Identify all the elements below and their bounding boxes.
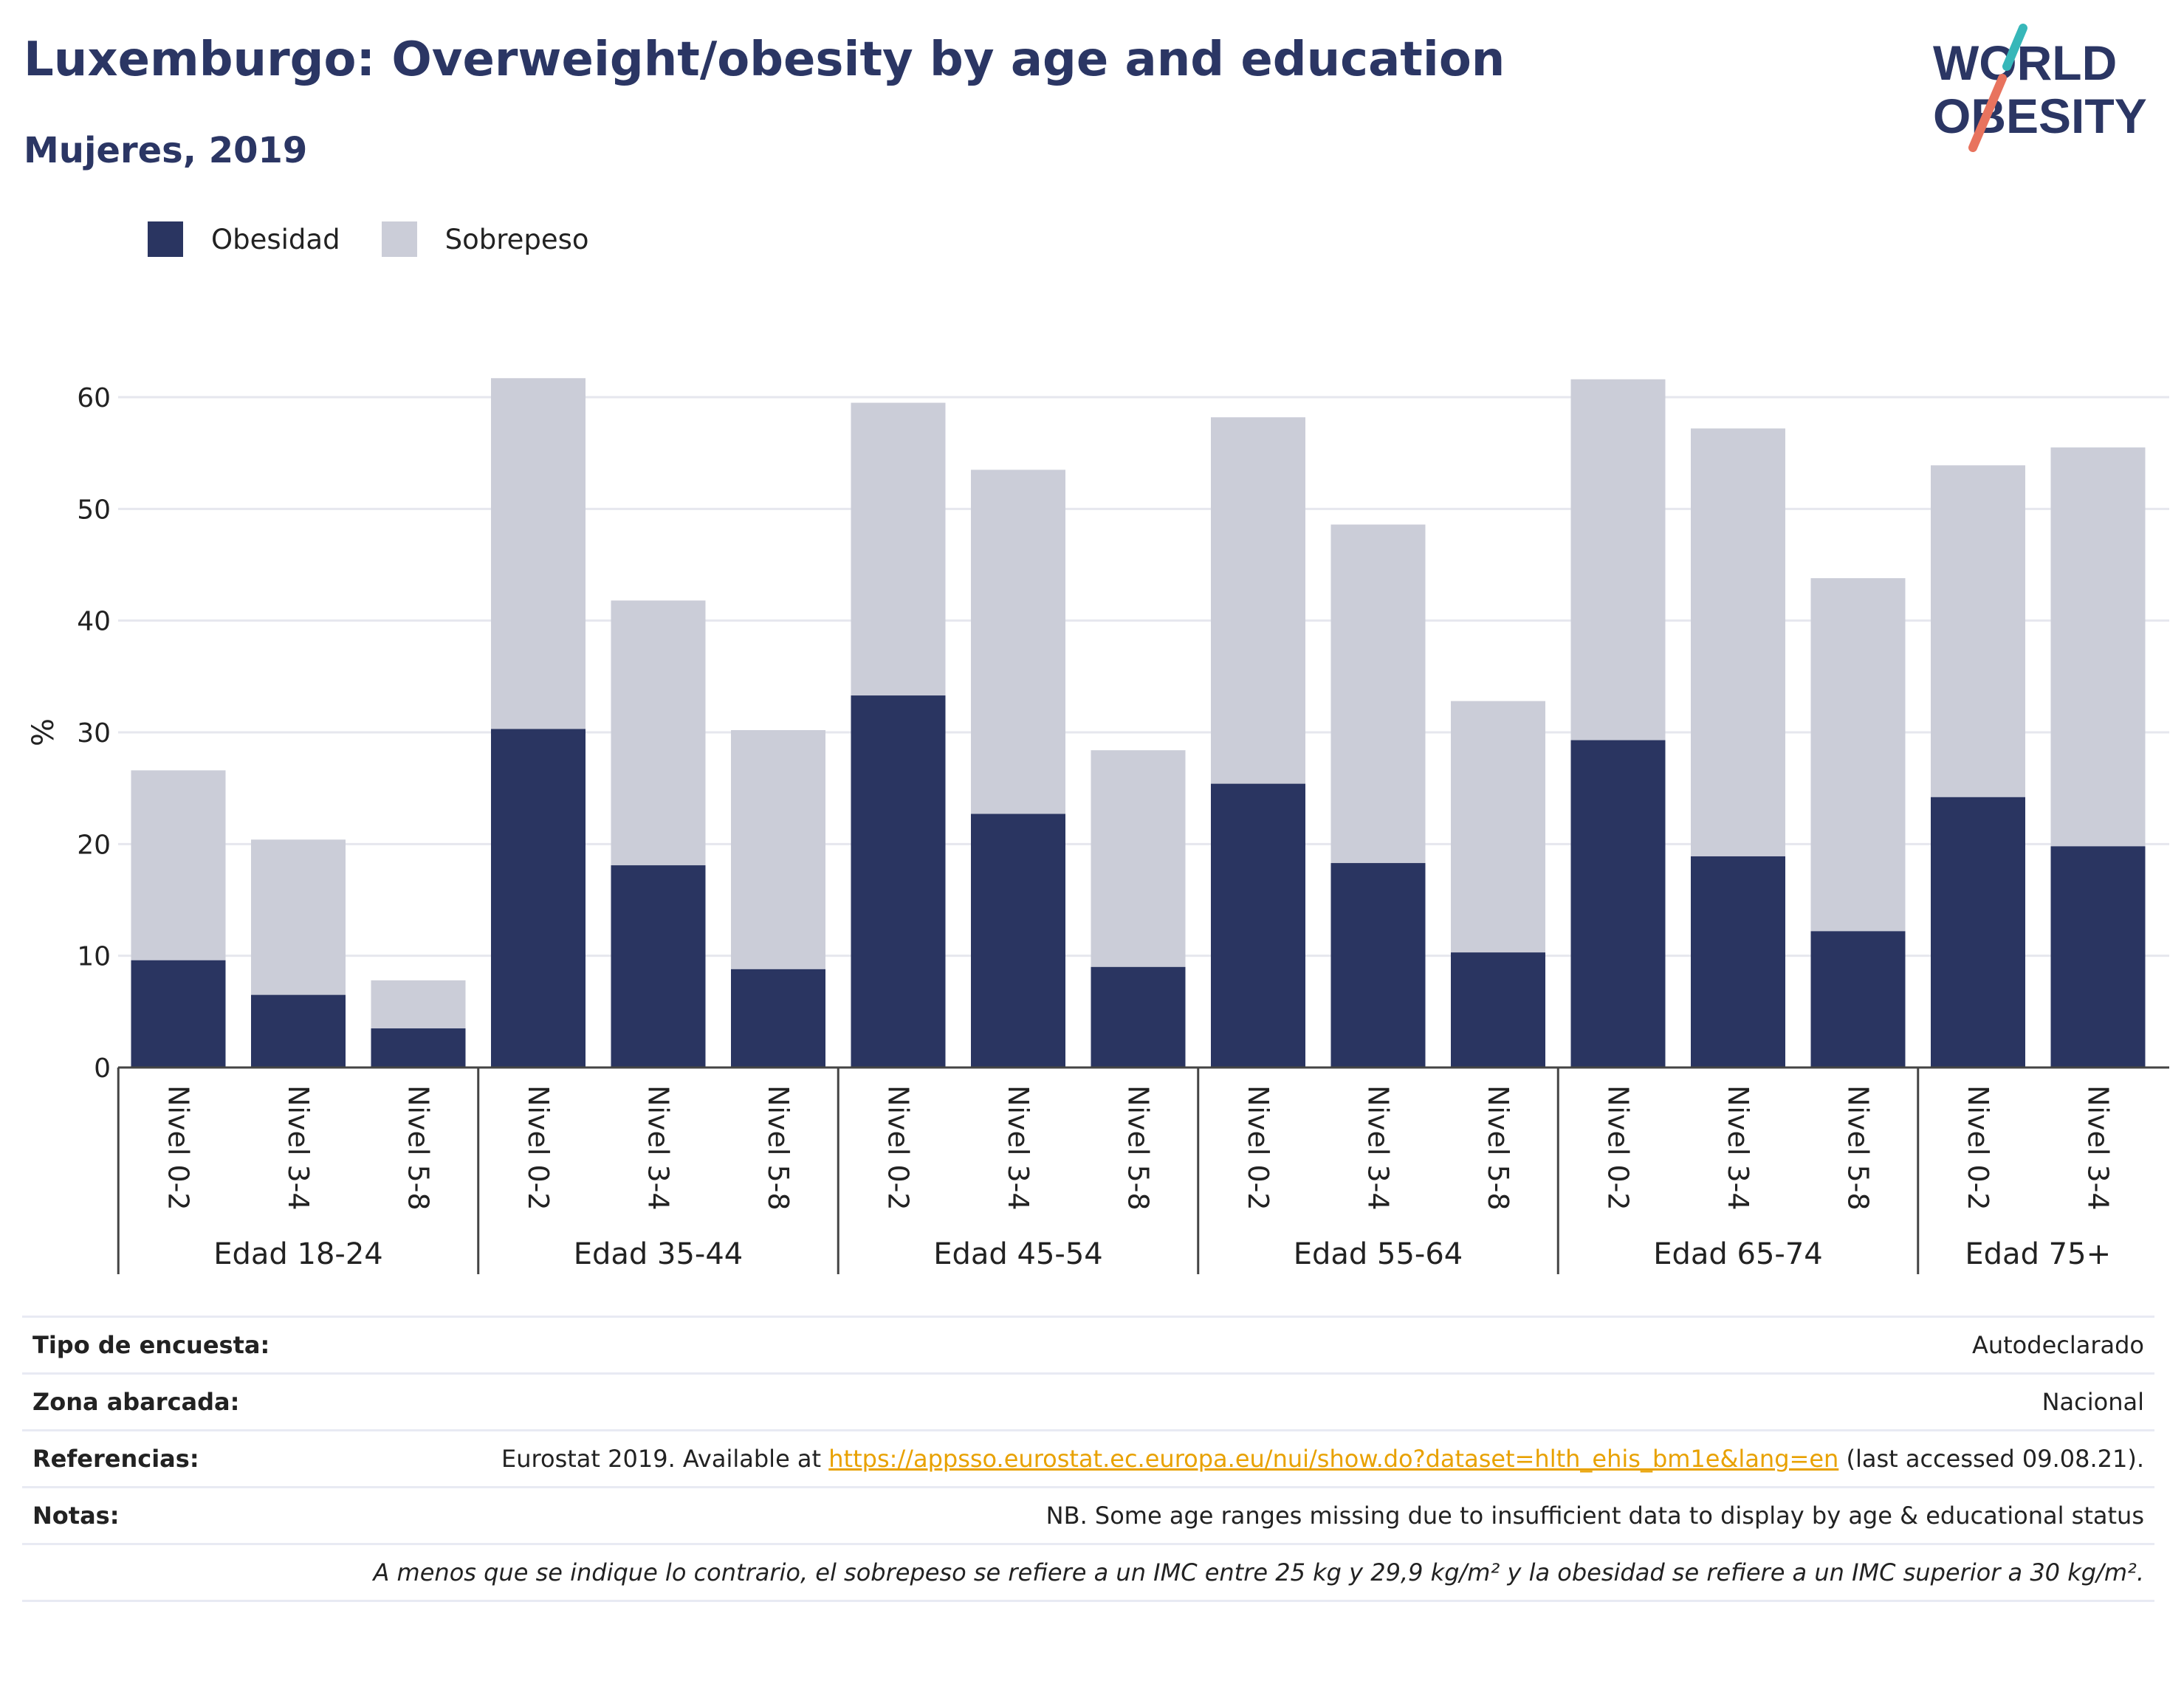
bar-sobrepeso	[731, 729, 825, 969]
legend-label-sobrepeso: Sobrepeso	[444, 223, 589, 255]
x-tick-label: Nivel 5-8	[1122, 1085, 1155, 1211]
meta-label-notes: Notas:	[32, 1502, 120, 1530]
meta-row-survey: Tipo de encuesta: Autodeclarado	[22, 1316, 2154, 1372]
meta-row-notes: Notas: NB. Some age ranges missing due t…	[22, 1486, 2154, 1543]
meta-value-survey: Autodeclarado	[1971, 1331, 2144, 1359]
bar-sobrepeso	[1691, 428, 1785, 856]
meta-value-notes: NB. Some age ranges missing due to insuf…	[1045, 1502, 2144, 1530]
bar-sobrepeso	[491, 378, 586, 729]
x-tick-label: Nivel 0-2	[522, 1085, 554, 1211]
legend-label-obesidad: Obesidad	[211, 223, 340, 255]
x-tick-label: Nivel 0-2	[162, 1085, 195, 1211]
bar-sobrepeso	[611, 600, 706, 866]
y-tick-label: 40	[77, 607, 111, 637]
bar-sobrepeso	[371, 980, 466, 1029]
y-tick-label: 20	[77, 830, 111, 860]
group-label: Edad 45-54	[933, 1237, 1103, 1271]
group-label: Edad 65-74	[1653, 1237, 1823, 1271]
bar-obesidad	[1570, 740, 1666, 1067]
x-tick-label: Nivel 3-4	[642, 1085, 675, 1211]
bar-sobrepeso	[1451, 701, 1545, 953]
bar-sobrepeso	[131, 770, 226, 960]
y-axis-label: %	[27, 718, 61, 746]
bar-sobrepeso	[851, 402, 946, 696]
bar-obesidad	[1330, 863, 1426, 1067]
bar-obesidad	[611, 865, 706, 1067]
bar-obesidad	[1691, 856, 1785, 1067]
x-tick-label: Nivel 3-4	[2082, 1085, 2115, 1211]
bar-sobrepeso	[1931, 465, 2025, 797]
x-tick-label: Nivel 3-4	[1362, 1085, 1395, 1211]
y-tick-label: 50	[77, 495, 111, 525]
meta-label-area: Zona abarcada:	[32, 1388, 240, 1416]
bar-obesidad	[1810, 931, 1906, 1067]
group-label: Edad 55-64	[1294, 1237, 1463, 1271]
eurostat-link[interactable]: https://appsso.eurostat.ec.europa.eu/nui…	[828, 1445, 1839, 1473]
x-tick-label: Nivel 0-2	[882, 1085, 915, 1211]
bar-sobrepeso	[1810, 578, 1906, 932]
x-tick-label: Nivel 0-2	[1962, 1085, 1994, 1211]
metadata-table: Tipo de encuesta: Autodeclarado Zona aba…	[22, 1316, 2154, 1602]
bar-sobrepeso	[1091, 750, 1186, 967]
bar-obesidad	[1091, 966, 1186, 1067]
world-obesity-logo: WORLD OBESITY	[1933, 24, 2147, 152]
x-tick-label: Nivel 5-8	[1482, 1085, 1514, 1211]
group-label: Edad 35-44	[574, 1237, 744, 1271]
bar-obesidad	[1211, 783, 1305, 1067]
bar-obesidad	[731, 969, 825, 1067]
x-tick-label: Nivel 0-2	[1602, 1085, 1635, 1211]
logo-line1: WORLD	[1933, 35, 2117, 90]
bar-obesidad	[251, 994, 346, 1067]
y-tick-label: 10	[77, 942, 111, 972]
meta-row-area: Zona abarcada: Nacional	[22, 1372, 2154, 1429]
bar-sobrepeso	[1330, 524, 1426, 864]
bar-sobrepeso	[971, 470, 1065, 814]
bar-obesidad	[1451, 952, 1545, 1067]
bar-obesidad	[131, 960, 226, 1067]
x-tick-label: Nivel 0-2	[1242, 1085, 1274, 1211]
meta-row-footnote: A menos que se indique lo contrario, el …	[22, 1543, 2154, 1602]
bar-obesidad	[971, 814, 1065, 1067]
x-tick-label: Nivel 5-8	[762, 1085, 794, 1211]
bar-obesidad	[371, 1028, 466, 1067]
bar-obesidad	[2050, 846, 2146, 1067]
legend-swatch-sobrepeso	[381, 221, 417, 257]
bar-sobrepeso	[2050, 447, 2146, 847]
bar-sobrepeso	[251, 839, 346, 995]
bar-obesidad	[491, 729, 586, 1067]
meta-row-references: Referencias: Eurostat 2019. Available at…	[22, 1429, 2154, 1486]
group-label: Edad 18-24	[213, 1237, 383, 1271]
x-tick-label: Nivel 3-4	[1002, 1085, 1034, 1211]
bar-obesidad	[1931, 797, 2025, 1067]
logo-line2: OBESITY	[1933, 89, 2147, 143]
group-label: Edad 75+	[1965, 1237, 2111, 1271]
meta-label-references: Referencias:	[32, 1445, 199, 1473]
refs-prefix: Eurostat 2019. Available at	[501, 1445, 829, 1473]
legend: Obesidad Sobrepeso	[148, 219, 631, 260]
bar-sobrepeso	[1211, 417, 1305, 784]
logo-slash-coral	[1968, 74, 2007, 152]
chart-title: Luxemburgo: Overweight/obesity by age an…	[24, 32, 1505, 87]
legend-item-obesidad[interactable]: Obesidad	[148, 221, 340, 257]
chart-subtitle: Mujeres, 2019	[24, 130, 308, 171]
x-tick-label: Nivel 3-4	[282, 1085, 315, 1211]
x-tick-label: Nivel 5-8	[1842, 1085, 1875, 1211]
x-tick-label: Nivel 5-8	[402, 1085, 435, 1211]
x-tick-label: Nivel 3-4	[1722, 1085, 1754, 1211]
meta-value-references: Eurostat 2019. Available at https://apps…	[501, 1445, 2144, 1473]
y-tick-label: 0	[94, 1053, 111, 1084]
logo-slash-teal	[2002, 24, 2027, 71]
legend-item-sobrepeso[interactable]: Sobrepeso	[381, 221, 589, 257]
legend-swatch-obesidad	[148, 221, 183, 257]
bar-obesidad	[851, 695, 946, 1067]
stacked-bar-chart: 0 10 20 30 40 50 60% Nivel 0-2 Nivel 3-4 Nivel 5-…	[27, 378, 2169, 1274]
y-tick-label: 60	[77, 383, 111, 413]
y-tick-label: 30	[77, 718, 111, 749]
bar-sobrepeso	[1570, 379, 1666, 740]
meta-value-area: Nacional	[2042, 1388, 2144, 1416]
refs-suffix: (last accessed 09.08.21).	[1838, 1445, 2144, 1473]
meta-label-survey: Tipo de encuesta:	[32, 1331, 270, 1359]
footnote-text: A menos que se indique lo contrario, el …	[373, 1558, 2144, 1586]
